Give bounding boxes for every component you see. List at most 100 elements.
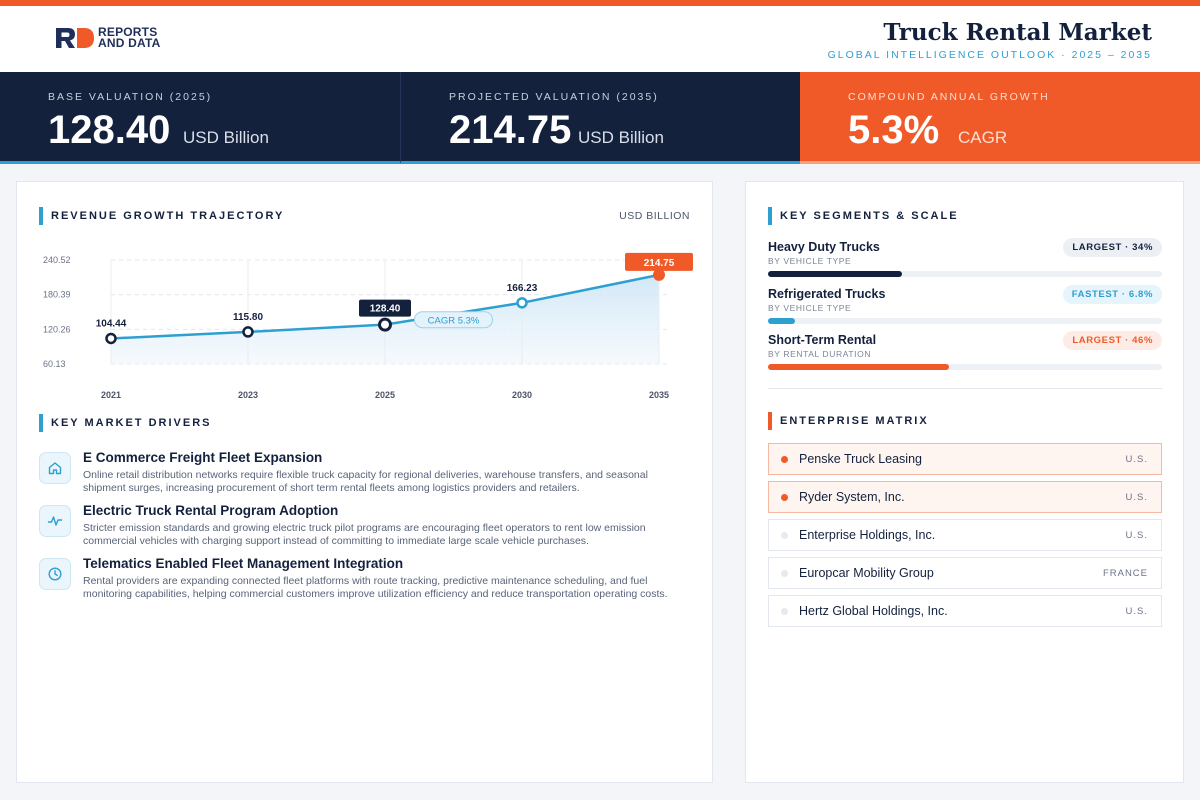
driver-item: Telematics Enabled Fleet Management Inte…: [39, 556, 689, 601]
segment-category: BY RENTAL DURATION: [768, 349, 872, 359]
section-divider: [768, 388, 1162, 389]
data-point: [653, 268, 665, 281]
segment-name: Short-Term Rental: [768, 333, 877, 347]
kpi-value: 128.40: [48, 108, 171, 152]
driver-title: Electric Truck Rental Program Adoption: [83, 503, 339, 518]
logo-text-line1: REPORTS: [98, 25, 158, 39]
x-tick-label: 2035: [649, 390, 669, 400]
driver-desc: Rental providers are expanding connected…: [83, 575, 668, 600]
segment-category: BY VEHICLE TYPE: [768, 303, 852, 313]
data-label-bg: [359, 299, 411, 317]
y-tick-label: 180.39: [43, 290, 71, 300]
driver-item: E Commerce Freight Fleet Expansion Onlin…: [39, 450, 689, 495]
status-dot: [781, 532, 788, 539]
drivers-list: E Commerce Freight Fleet Expansion Onlin…: [39, 450, 689, 609]
drivers-section-title: KEY MARKET DRIVERS: [39, 414, 211, 432]
revenue-chart: 60.13 120.26 180.39 240.52 2021 2023 2025 2030 2…: [43, 252, 693, 400]
enterprise-name: Ryder System, Inc.: [799, 490, 905, 504]
page-title: Truck Rental Market: [883, 19, 1152, 46]
enterprise-name: Penske Truck Leasing: [799, 452, 922, 466]
segments-section-title: KEY SEGMENTS & SCALE: [768, 207, 959, 225]
enterprise-country: U.S.: [1125, 606, 1148, 617]
segment-badge: FASTEST · 6.8%: [1062, 285, 1162, 304]
enterprise-country: FRANCE: [1102, 568, 1148, 579]
data-point: [242, 326, 254, 338]
logo-mark-icon: [56, 28, 94, 48]
segment-bar-track: [768, 318, 1162, 324]
segment-badge: LARGEST · 46%: [1063, 331, 1162, 350]
pulse-icon: [39, 505, 71, 537]
data-point: [378, 317, 392, 332]
enterprise-row[interactable]: Penske Truck Leasing U.S.: [768, 443, 1162, 475]
kpi-projected-valuation: PROJECTED VALUATION (2035) 214.75 USD Bi…: [400, 72, 800, 164]
enterprise-row[interactable]: Hertz Global Holdings, Inc. U.S.: [768, 595, 1162, 627]
data-point: [516, 297, 528, 309]
segment-bar-fill: [768, 364, 950, 370]
enterprise-row[interactable]: Enterprise Holdings, Inc. U.S.: [768, 519, 1162, 551]
kpi-unit: USD Billion: [183, 128, 269, 147]
segment-item: Heavy Duty Trucks BY VEHICLE TYPE LARGES…: [768, 238, 1162, 277]
page-header: REPORTS AND DATA Truck Rental Market GLO…: [0, 6, 1200, 72]
page-subtitle: GLOBAL INTELLIGENCE OUTLOOK · 2025 – 203…: [827, 49, 1152, 61]
data-label: 128.40: [370, 304, 401, 315]
enterprise-name: Enterprise Holdings, Inc.: [799, 528, 936, 542]
y-tick-label: 240.52: [43, 255, 71, 265]
y-tick-label: 120.26: [43, 324, 71, 334]
segment-bar-fill: [768, 318, 795, 324]
segment-bar-track: [768, 364, 1162, 370]
y-tick-label: 60.13: [43, 359, 66, 369]
status-dot: [781, 608, 788, 615]
cagr-badge: [414, 311, 493, 329]
kpi-value: 214.75: [449, 108, 572, 152]
kpi-label: BASE VALUATION (2025): [48, 91, 213, 103]
data-label: 214.75: [644, 258, 675, 269]
right-panel: KEY SEGMENTS & SCALE Heavy Duty Trucks B…: [745, 181, 1184, 783]
enterprise-row[interactable]: Europcar Mobility Group FRANCE: [768, 557, 1162, 589]
data-label: 115.80: [233, 312, 263, 323]
left-panel: REVENUE GROWTH TRAJECTORY USD BILLION 60…: [16, 181, 713, 783]
segment-item: Short-Term Rental BY RENTAL DURATION LAR…: [768, 331, 1162, 370]
enterprise-name: Europcar Mobility Group: [799, 566, 934, 580]
enterprise-name: Hertz Global Holdings, Inc.: [799, 604, 948, 618]
segment-name: Heavy Duty Trucks: [768, 240, 880, 254]
kpi-unit: CAGR: [958, 128, 1008, 147]
driver-item: Electric Truck Rental Program Adoption S…: [39, 503, 689, 548]
status-dot: [781, 570, 788, 577]
enterprise-row[interactable]: Ryder System, Inc. U.S.: [768, 481, 1162, 513]
chart-unit-label: USD BILLION: [619, 210, 690, 222]
logo-text-line2: AND DATA: [98, 36, 161, 50]
x-tick-label: 2023: [238, 390, 258, 400]
x-tick-label: 2025: [375, 390, 395, 400]
data-label-bg: [625, 252, 693, 271]
logo-text: REPORTS AND DATA: [98, 25, 161, 50]
driver-title: Telematics Enabled Fleet Management Inte…: [83, 556, 404, 571]
segment-bar-track: [768, 271, 1162, 277]
enterprise-country: U.S.: [1125, 492, 1148, 503]
status-dot: [781, 494, 788, 501]
data-point: [105, 332, 117, 345]
kpi-label: PROJECTED VALUATION (2035): [449, 91, 659, 103]
enterprise-section-title: ENTERPRISE MATRIX: [768, 412, 929, 430]
segment-bar-fill: [768, 271, 902, 277]
segment-name: Refrigerated Trucks: [768, 287, 886, 301]
enterprise-country: U.S.: [1125, 530, 1148, 541]
brand-logo[interactable]: REPORTS AND DATA: [54, 26, 160, 50]
data-label: 166.23: [507, 283, 538, 294]
segment-item: Refrigerated Trucks BY VEHICLE TYPE FAST…: [768, 285, 1162, 324]
home-icon: [39, 452, 71, 484]
revenue-section-title: REVENUE GROWTH TRAJECTORY: [39, 207, 284, 225]
cagr-badge-label: CAGR 5.3%: [428, 316, 480, 327]
status-dot: [781, 456, 788, 463]
kpi-base-valuation: BASE VALUATION (2025) 128.40 USD Billion: [0, 72, 400, 164]
driver-desc: Online retail distribution networks requ…: [83, 469, 648, 494]
kpi-value: 5.3%: [848, 108, 940, 152]
kpi-unit: USD Billion: [578, 128, 664, 147]
driver-desc: Stricter emission standards and growing …: [83, 522, 646, 547]
segment-category: BY VEHICLE TYPE: [768, 256, 852, 266]
enterprise-country: U.S.: [1125, 454, 1148, 465]
segment-badge: LARGEST · 34%: [1063, 238, 1162, 257]
x-tick-label: 2021: [101, 390, 121, 400]
kpi-label: COMPOUND ANNUAL GROWTH: [848, 91, 1050, 103]
data-label: 104.44: [96, 318, 127, 329]
driver-title: E Commerce Freight Fleet Expansion: [83, 450, 323, 465]
